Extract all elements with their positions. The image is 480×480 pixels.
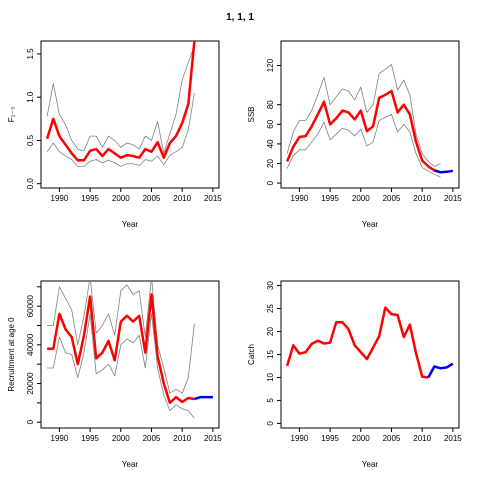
series-lower-line (47, 313, 195, 419)
series-estimate-line (285, 89, 441, 174)
series-estimate-line (47, 293, 195, 405)
series-group (285, 306, 454, 379)
y-tick-label: 25 (266, 304, 275, 313)
y-tick-label: 30 (266, 281, 275, 290)
y-tick-label: 0 (266, 180, 275, 185)
panel-catch: 1990 1995 2000 2005 2010 2015 0 5 10 15 20 25 30 Year… (247, 280, 462, 469)
y-tick-label: 80 (266, 100, 275, 109)
series-lower-line (46, 92, 195, 167)
series-group (47, 281, 213, 419)
panel-recruitment: 1990 1995 2000 2005 2010 2015 0 20000 40000 60000… (7, 280, 222, 469)
series-upper-line (46, 45, 195, 154)
y-tick-label: 0.5 (26, 134, 35, 146)
x-axis-label: Year (362, 460, 379, 469)
y-axis-label: F₂₋₃ (7, 107, 16, 122)
series-upper-line (286, 64, 441, 167)
x-tick-label: 2000 (112, 434, 130, 443)
x-tick-label: 1990 (51, 434, 69, 443)
x-tick-label: 2005 (143, 434, 161, 443)
y-axis-label: SSB (247, 106, 256, 122)
x-tick-label: 2005 (143, 194, 161, 203)
x-tick-label: 2000 (112, 194, 130, 203)
series-lower-line (286, 114, 441, 178)
x-tick-label: 2010 (173, 194, 191, 203)
x-tick-label: 2015 (444, 434, 462, 443)
x-tick-label: 1995 (81, 434, 99, 443)
plot-frame (40, 280, 220, 429)
y-tick-label: 0 (26, 419, 35, 424)
x-tick-label: 1995 (321, 194, 339, 203)
series-projection-line (434, 169, 454, 174)
y-tick-label: 0 (266, 421, 275, 426)
series-group (45, 41, 196, 167)
x-tick-label: 2015 (444, 194, 462, 203)
y-tick-label: 40000 (26, 333, 35, 356)
y-tick-label: 60000 (26, 294, 35, 317)
y-tick-label: 0.0 (26, 178, 35, 190)
x-tick-label: 2015 (204, 194, 222, 203)
panel-ssb: 1990 1995 2000 2005 2010 2015 0 20 40 60 80 120 Year… (247, 40, 462, 229)
panel-f23: 1990 1995 2000 2005 2010 2015 0.0 0.5 1.0 1.5 Year… (7, 40, 222, 229)
y-tick-label: 20 (266, 159, 275, 168)
y-tick-label: 20 (266, 327, 275, 336)
plot-frame (40, 40, 220, 189)
x-tick-label: 2015 (204, 434, 222, 443)
x-tick-label: 2005 (383, 194, 401, 203)
x-tick-label: 1995 (321, 434, 339, 443)
x-tick-label: 2010 (413, 434, 431, 443)
series-upper-line (47, 281, 195, 394)
series-projection-line (194, 395, 213, 401)
y-axis-label: Recruitment at age 0 (7, 317, 16, 392)
x-tick-label: 2000 (352, 194, 370, 203)
y-tick-label: 1.0 (26, 91, 35, 103)
y-tick-label: 15 (266, 350, 275, 359)
series-estimate-line (45, 41, 196, 162)
figure-title: 1, 1, 1 (226, 12, 254, 23)
x-tick-label: 2000 (352, 434, 370, 443)
x-tick-label: 1995 (81, 194, 99, 203)
series-projection-line (427, 362, 454, 379)
series-estimate-line (285, 306, 429, 379)
x-tick-label: 2010 (173, 434, 191, 443)
x-axis-label: Year (362, 220, 379, 229)
plot-frame (280, 40, 460, 189)
x-tick-label: 1990 (291, 194, 309, 203)
y-axis-label: Catch (247, 344, 256, 365)
y-tick-label: 20000 (26, 372, 35, 395)
x-tick-label: 1990 (51, 194, 69, 203)
series-group (285, 64, 454, 178)
y-tick-label: 1.5 (26, 48, 35, 60)
y-tick-label: 120 (266, 58, 275, 72)
x-tick-label: 2005 (383, 434, 401, 443)
y-tick-label: 60 (266, 119, 275, 128)
y-tick-label: 40 (266, 139, 275, 148)
x-axis-label: Year (122, 220, 139, 229)
y-tick-label: 10 (266, 372, 275, 381)
y-tick-label: 5 (266, 398, 275, 403)
x-axis-label: Year (122, 460, 139, 469)
panels: 1990 1995 2000 2005 2010 20150.00.51.01.5Year… (7, 40, 462, 469)
x-tick-label: 1990 (291, 434, 309, 443)
x-tick-label: 2010 (413, 194, 431, 203)
